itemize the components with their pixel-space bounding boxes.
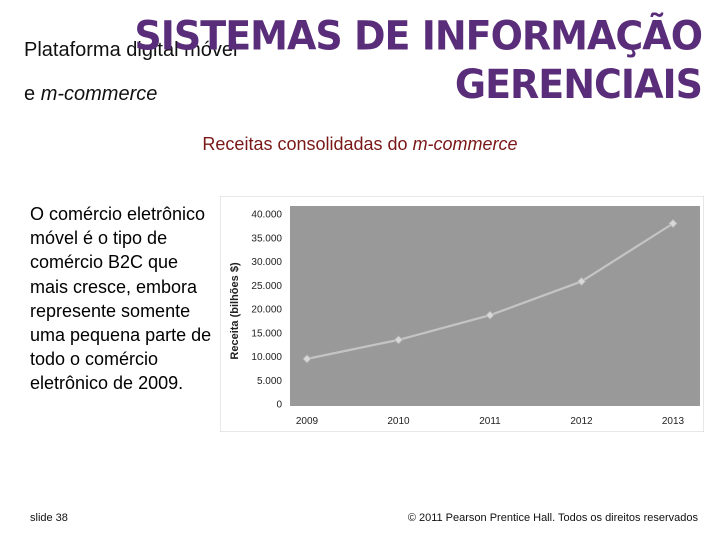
y-tick-label: 10.000 [251,352,282,363]
chart-subtitle: Receitas consolidadas do m-commerce [0,134,720,155]
y-tick-label: 0 [276,400,282,411]
y-tick-label: 40.000 [251,210,282,221]
y-tick-label: 30.000 [251,257,282,268]
x-tick-label: 2011 [479,416,501,427]
slide-title-line2-italic: m-commerce [40,83,158,105]
brand-line2: GERENCIAIS [454,61,703,108]
revenue-chart-svg: 0 5.000 10.000 15.000 20.000 25.000 30.000 35.0… [220,196,704,432]
data-point [485,310,495,320]
x-tick-label: 2009 [296,416,319,427]
slide-title-line2-prefix: e [24,83,41,105]
chart-subtitle-prefix: Receitas consolidadas do [202,134,413,154]
x-tick-label: 2013 [662,416,685,427]
data-point [668,218,678,229]
slide-title-line2: e m-commerce [24,72,237,116]
data-point [302,354,312,364]
body-paragraph: O comércio eletrônico móvel é o tipo de … [30,204,212,394]
copyright-notice: © 2011 Pearson Prentice Hall. Todos os d… [407,512,698,524]
slide-number: slide 38 [30,512,68,524]
slide-title: Plataforma digital móvel e m-commerce [24,28,237,116]
brand-line1: SISTEMAS DE INFORMAÇÃO [134,12,703,59]
slide-title-line1: Plataforma digital móvel [24,39,238,61]
plot-area [290,206,700,406]
y-tick-label: 35.000 [251,233,282,244]
data-point [393,335,404,345]
y-tick-label: 25.000 [251,281,282,292]
data-point [576,276,587,287]
x-tick-label: 2010 [387,416,410,427]
y-tick-label: 20.000 [251,305,282,316]
revenue-chart: 0 5.000 10.000 15.000 20.000 25.000 30.000 35.0… [220,196,704,432]
y-tick-label: 15.000 [251,328,282,339]
y-tick-label: 5.000 [257,376,282,387]
chart-subtitle-italic: m-commerce [412,134,518,154]
y-axis-label: Receita (bilhões $) [229,262,241,360]
x-tick-label: 2012 [570,416,593,427]
brand-logo: SISTEMAS DE INFORMAÇÃO GERENCIAIS [134,12,703,109]
